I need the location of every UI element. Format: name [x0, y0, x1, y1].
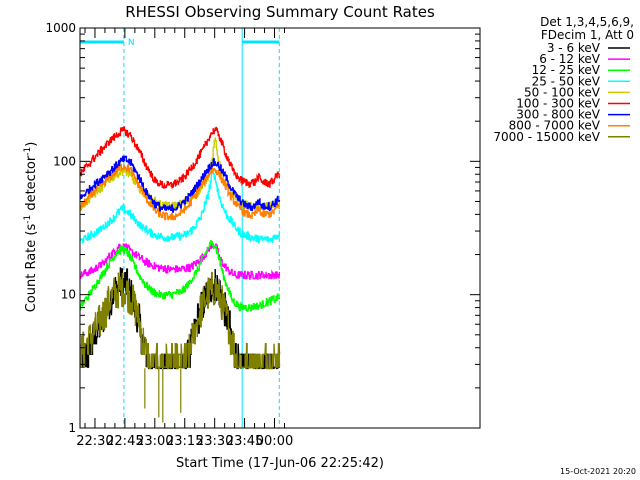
x-tick-label-5: 23:45: [226, 434, 263, 449]
legend-label-8: 7000 - 15000 keV: [493, 130, 600, 144]
night-label: N: [128, 38, 135, 48]
chart-title: RHESSI Observing Summary Count Rates: [125, 3, 435, 21]
y-tick-label-1: 10: [61, 288, 76, 302]
legend-label-0: 3 - 6 keV: [547, 41, 601, 55]
x-tick-label-6: 00:00: [256, 434, 293, 449]
legend-label-5: 100 - 300 keV: [516, 97, 600, 111]
series-line-7: [79, 164, 281, 221]
x-axis-label: Start Time (17-Jun-06 22:25:42): [176, 456, 384, 471]
x-tick-label-3: 23:15: [166, 434, 203, 449]
axes: 1 10 100 1000 22:3022:4523:0023:1523:3023:45…: [45, 21, 481, 449]
legend-label-7: 800 - 7000 keV: [509, 119, 601, 133]
series-line-0: [80, 267, 281, 370]
legend-label-1: 6 - 12 keV: [539, 52, 601, 66]
legend-label-4: 50 - 100 keV: [524, 85, 601, 99]
legend-label-2: 12 - 25 keV: [532, 63, 601, 77]
x-tick-label-1: 22:45: [106, 434, 143, 449]
series-line-2: [79, 240, 281, 312]
x-tick-label-4: 23:30: [196, 434, 233, 449]
legend-label-6: 300 - 800 keV: [516, 108, 600, 122]
series-layer: [79, 126, 281, 423]
y-axis-label: Count Rate (s-1 detector-1): [23, 142, 39, 313]
series-line-1: [79, 242, 281, 280]
series-line-4: [79, 137, 281, 212]
legend-header-line2: FDecim 1, Att 0: [541, 28, 634, 42]
legend-header-line1: Det 1,3,4,5,6,9,: [540, 15, 634, 29]
series-line-6: [79, 155, 281, 213]
y-tick-label-0: 1: [68, 421, 76, 435]
legend-label-3: 25 - 50 keV: [532, 74, 601, 88]
x-tick-label-2: 23:00: [136, 434, 173, 449]
series-line-8: [80, 271, 281, 370]
y-tick-label-3: 1000: [45, 21, 76, 35]
series-line-5: [79, 126, 281, 190]
series-line-3: [79, 170, 281, 244]
x-tick-label-0: 22:30: [76, 434, 113, 449]
y-tick-label-2: 100: [53, 154, 76, 168]
date-stamp: 15-Oct-2021 20:20: [560, 467, 636, 476]
plot-frame: [79, 27, 481, 429]
